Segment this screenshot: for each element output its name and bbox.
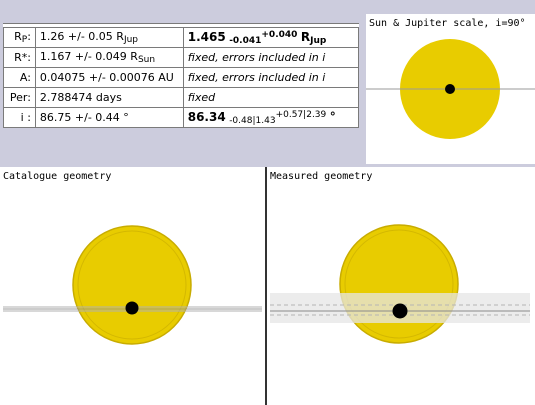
- catalogue-value: 2.788474 days: [34, 87, 184, 108]
- row-label: i :: [3, 107, 36, 128]
- sun-jupiter-scale-panel: Sun & Jupiter scale, i=90°: [366, 14, 535, 164]
- star-disk: [339, 224, 459, 344]
- star-disk: [72, 225, 192, 345]
- row-label: A:: [3, 67, 36, 88]
- catalogue-value: 1.26 +/- 0.05 RJup: [34, 27, 184, 48]
- fit-note: fixed, errors included in i: [182, 67, 360, 88]
- parameter-table: RP: 1.26 +/- 0.05 RJup 1.465 -0.041+0.04…: [3, 27, 360, 128]
- row-label: R*:: [3, 47, 36, 68]
- catalogue-geometry-panel: Catalogue geometry: [0, 167, 265, 405]
- table-row-rp: RP: 1.26 +/- 0.05 RJup 1.465 -0.041+0.04…: [3, 27, 360, 48]
- fit-note: fixed, errors included in i: [182, 47, 360, 68]
- table-row-per: Per: 2.788474 days fixed: [3, 87, 360, 108]
- row-label: Per:: [3, 87, 36, 108]
- table-row-a: A: 0.04075 +/- 0.00076 AU fixed, errors …: [3, 67, 360, 88]
- star-limb: [77, 230, 187, 340]
- panel-title: Sun & Jupiter scale, i=90°: [369, 18, 526, 29]
- planet-disk: [392, 303, 408, 319]
- catalogue-value: 86.75 +/- 0.44 °: [34, 107, 184, 128]
- panel-divider: [265, 167, 267, 405]
- measured-geometry-panel: Measured geometry: [267, 167, 535, 405]
- sun-jupiter-diagram: [366, 39, 535, 139]
- fit-note: fixed: [182, 87, 360, 108]
- fit-value: 86.34 -0.48|1.43+0.57|2.39 °: [182, 107, 360, 128]
- catalogue-value: 0.04075 +/- 0.00076 AU: [34, 67, 184, 88]
- catalogue-value: 1.167 +/- 0.049 RSun: [34, 47, 184, 68]
- row-label: RP:: [3, 27, 36, 48]
- fit-value: 1.465 -0.041+0.040 RJup: [182, 27, 360, 48]
- measured-diagram: [270, 224, 530, 344]
- table-row-rstar: R*: 1.167 +/- 0.049 RSun fixed, errors i…: [3, 47, 360, 68]
- panel-title: Measured geometry: [270, 171, 373, 182]
- table-top-border: [3, 23, 359, 27]
- panel-title: Catalogue geometry: [3, 171, 112, 182]
- planet-disk: [125, 301, 139, 315]
- star-limb: [344, 229, 454, 339]
- catalogue-diagram: [3, 225, 262, 345]
- planet-disk: [445, 84, 455, 94]
- table-row-i: i : 86.75 +/- 0.44 ° 86.34 -0.48|1.43+0.…: [3, 107, 360, 128]
